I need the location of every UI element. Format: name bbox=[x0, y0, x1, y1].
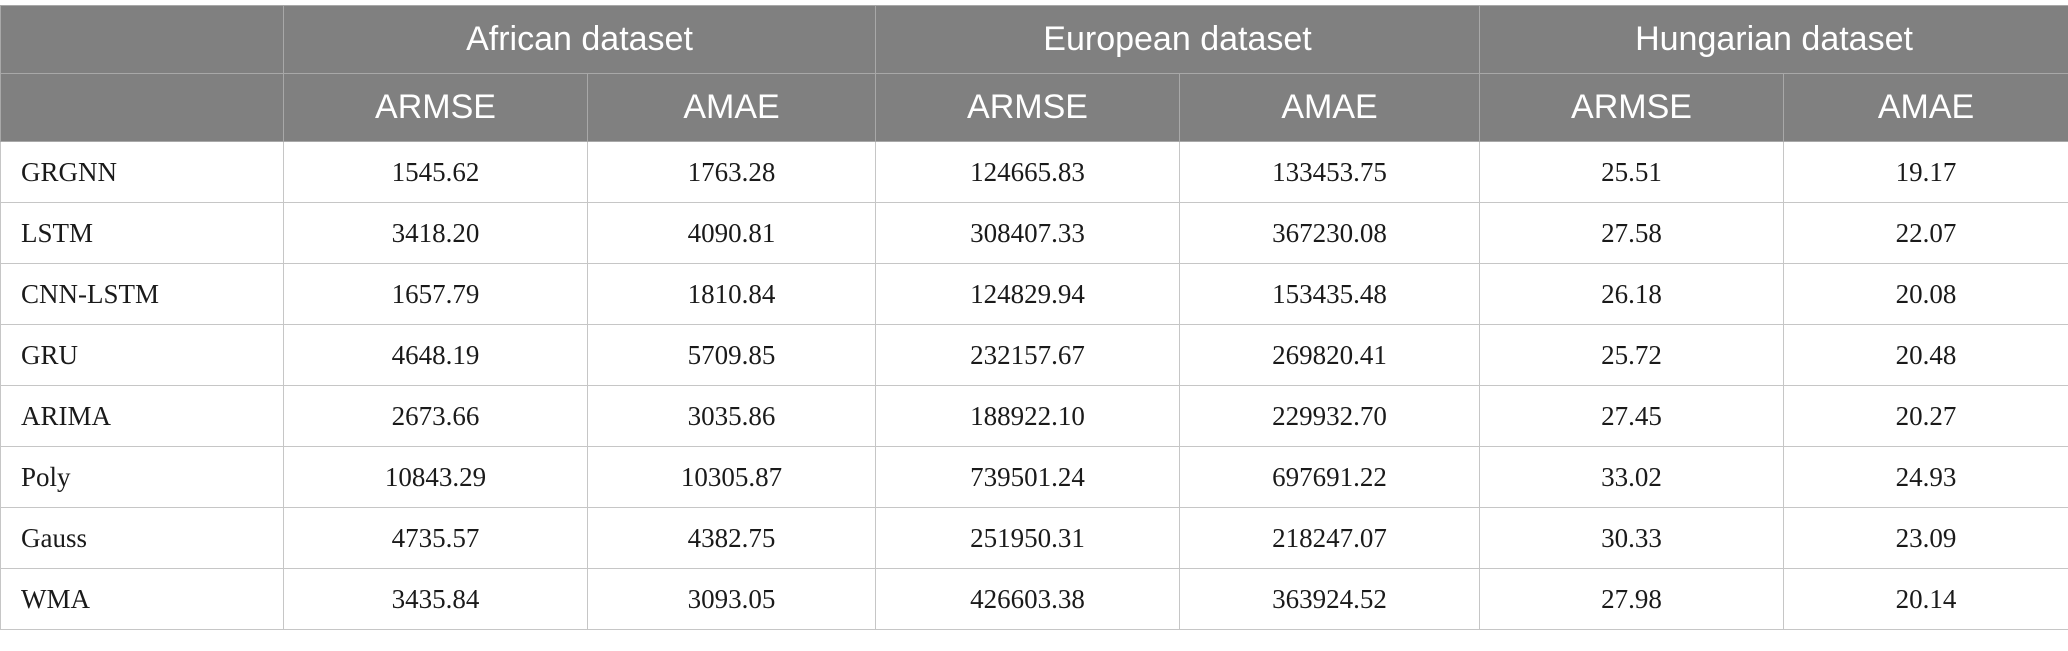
metric-value-cell: 3435.84 bbox=[283, 568, 588, 630]
metric-value-cell: 27.98 bbox=[1479, 568, 1785, 630]
model-name-cell: ARIMA bbox=[0, 385, 284, 447]
header-metric: ARMSE bbox=[1479, 73, 1785, 142]
results-table: African dataset European dataset Hungari… bbox=[0, 5, 2068, 630]
metric-value-cell: 30.33 bbox=[1479, 507, 1785, 569]
header-african-dataset: African dataset bbox=[282, 5, 877, 74]
metric-value-cell: 23.09 bbox=[1783, 507, 2068, 569]
metric-value-cell: 308407.33 bbox=[875, 202, 1181, 264]
metric-value-cell: 1810.84 bbox=[586, 263, 877, 325]
metric-value-cell: 124829.94 bbox=[875, 263, 1181, 325]
metric-value-cell: 3093.05 bbox=[586, 568, 877, 630]
table-row: WMA 3435.84 3093.05 426603.38 363924.52 27.98… bbox=[0, 568, 2068, 630]
header-corner-cell bbox=[0, 5, 284, 74]
metric-value-cell: 22.07 bbox=[1783, 202, 2068, 264]
metric-value-cell: 20.08 bbox=[1783, 263, 2068, 325]
metric-value-cell: 188922.10 bbox=[875, 385, 1181, 447]
header-metric: AMAE bbox=[1783, 73, 2068, 142]
metric-value-cell: 10843.29 bbox=[283, 446, 588, 508]
metric-value-cell: 26.18 bbox=[1479, 263, 1785, 325]
table-row: LSTM 3418.20 4090.81 308407.33 367230.08 27.5… bbox=[0, 202, 2068, 264]
metric-value-cell: 20.48 bbox=[1783, 324, 2068, 386]
metric-value-cell: 363924.52 bbox=[1179, 568, 1481, 630]
metric-value-cell: 153435.48 bbox=[1179, 263, 1481, 325]
metric-value-cell: 27.45 bbox=[1479, 385, 1785, 447]
metric-value-cell: 20.14 bbox=[1783, 568, 2068, 630]
model-name-cell: CNN-LSTM bbox=[0, 263, 284, 325]
metric-value-cell: 1545.62 bbox=[283, 141, 588, 203]
metric-value-cell: 10305.87 bbox=[586, 446, 877, 508]
metric-value-cell: 269820.41 bbox=[1179, 324, 1481, 386]
metric-value-cell: 1657.79 bbox=[283, 263, 588, 325]
metric-value-cell: 4090.81 bbox=[586, 202, 877, 264]
table-header: African dataset European dataset Hungari… bbox=[0, 5, 2068, 142]
header-hungarian-dataset: Hungarian dataset bbox=[1479, 5, 2068, 74]
table-row: GRGNN 1545.62 1763.28 124665.83 133453.75 25.… bbox=[0, 141, 2068, 203]
table-row: Poly 10843.29 10305.87 739501.24 697691.22 33… bbox=[0, 446, 2068, 508]
metric-value-cell: 367230.08 bbox=[1179, 202, 1481, 264]
table-row: GRU 4648.19 5709.85 232157.67 269820.41 25.72… bbox=[0, 324, 2068, 386]
metric-value-cell: 133453.75 bbox=[1179, 141, 1481, 203]
model-name-cell: Poly bbox=[0, 446, 284, 508]
header-corner-cell-lower bbox=[0, 73, 284, 142]
metric-value-cell: 3418.20 bbox=[283, 202, 588, 264]
metric-value-cell: 24.93 bbox=[1783, 446, 2068, 508]
metric-value-cell: 20.27 bbox=[1783, 385, 2068, 447]
metric-value-cell: 232157.67 bbox=[875, 324, 1181, 386]
header-metric: ARMSE bbox=[875, 73, 1181, 142]
header-metric: AMAE bbox=[1179, 73, 1481, 142]
header-group-row: African dataset European dataset Hungari… bbox=[0, 5, 2068, 74]
table-body: GRGNN 1545.62 1763.28 124665.83 133453.75 25.… bbox=[0, 141, 2068, 630]
results-table-container: African dataset European dataset Hungari… bbox=[0, 5, 2068, 630]
metric-value-cell: 4382.75 bbox=[586, 507, 877, 569]
metric-value-cell: 1763.28 bbox=[586, 141, 877, 203]
header-metric: ARMSE bbox=[283, 73, 588, 142]
metric-value-cell: 33.02 bbox=[1479, 446, 1785, 508]
header-metric: AMAE bbox=[586, 73, 877, 142]
model-name-cell: LSTM bbox=[0, 202, 284, 264]
metric-value-cell: 218247.07 bbox=[1179, 507, 1481, 569]
model-name-cell: WMA bbox=[0, 568, 284, 630]
table-row: Gauss 4735.57 4382.75 251950.31 218247.07 30.… bbox=[0, 507, 2068, 569]
table-row: CNN-LSTM 1657.79 1810.84 124829.94 153435.48… bbox=[0, 263, 2068, 325]
metric-value-cell: 697691.22 bbox=[1179, 446, 1481, 508]
header-metric-row: ARMSE AMAE ARMSE AMAE ARMSE AMAE bbox=[0, 73, 2068, 142]
metric-value-cell: 229932.70 bbox=[1179, 385, 1481, 447]
metric-value-cell: 5709.85 bbox=[586, 324, 877, 386]
table-row: ARIMA 2673.66 3035.86 188922.10 229932.70 27.… bbox=[0, 385, 2068, 447]
model-name-cell: GRGNN bbox=[0, 141, 284, 203]
model-name-cell: Gauss bbox=[0, 507, 284, 569]
metric-value-cell: 124665.83 bbox=[875, 141, 1181, 203]
metric-value-cell: 19.17 bbox=[1783, 141, 2068, 203]
model-name-cell: GRU bbox=[0, 324, 284, 386]
metric-value-cell: 426603.38 bbox=[875, 568, 1181, 630]
metric-value-cell: 4735.57 bbox=[283, 507, 588, 569]
metric-value-cell: 25.51 bbox=[1479, 141, 1785, 203]
metric-value-cell: 251950.31 bbox=[875, 507, 1181, 569]
metric-value-cell: 3035.86 bbox=[586, 385, 877, 447]
metric-value-cell: 2673.66 bbox=[283, 385, 588, 447]
metric-value-cell: 25.72 bbox=[1479, 324, 1785, 386]
metric-value-cell: 27.58 bbox=[1479, 202, 1785, 264]
header-european-dataset: European dataset bbox=[875, 5, 1481, 74]
metric-value-cell: 739501.24 bbox=[875, 446, 1181, 508]
metric-value-cell: 4648.19 bbox=[283, 324, 588, 386]
